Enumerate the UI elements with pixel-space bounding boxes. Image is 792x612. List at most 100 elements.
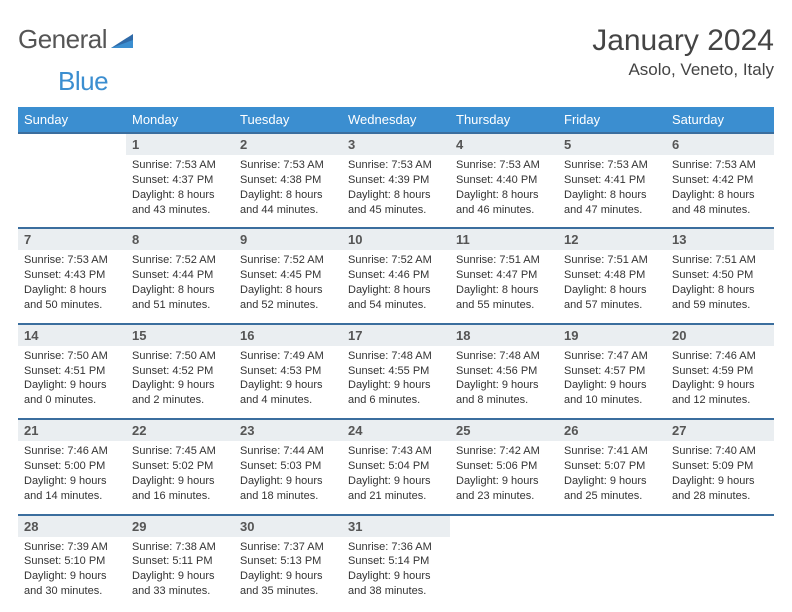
daylight-line1: Daylight: 9 hours <box>564 474 660 489</box>
daylight-line2: and 47 minutes. <box>564 203 660 218</box>
daylight-line1: Daylight: 9 hours <box>564 378 660 393</box>
daylight-line1: Daylight: 9 hours <box>132 569 228 584</box>
sunset-text: Sunset: 4:59 PM <box>672 364 768 379</box>
day-number: 8 <box>132 232 228 247</box>
daylight-line2: and 38 minutes. <box>348 584 444 599</box>
sunrise-text: Sunrise: 7:52 AM <box>348 253 444 268</box>
day-content-cell: Sunrise: 7:52 AMSunset: 4:46 PMDaylight:… <box>342 250 450 323</box>
sunset-text: Sunset: 5:10 PM <box>24 554 120 569</box>
day-number: 5 <box>564 137 660 152</box>
day-content-cell <box>450 537 558 609</box>
weekday-header: Sunday <box>18 107 126 133</box>
daylight-line1: Daylight: 8 hours <box>456 283 552 298</box>
sunrise-text: Sunrise: 7:52 AM <box>240 253 336 268</box>
daylight-line2: and 4 minutes. <box>240 393 336 408</box>
day-content-cell: Sunrise: 7:51 AMSunset: 4:48 PMDaylight:… <box>558 250 666 323</box>
logo-triangle-icon <box>111 30 133 53</box>
daylight-line2: and 25 minutes. <box>564 489 660 504</box>
sunrise-text: Sunrise: 7:46 AM <box>24 444 120 459</box>
day-number-cell: 8 <box>126 228 234 250</box>
day-content-cell <box>666 537 774 609</box>
daylight-line1: Daylight: 9 hours <box>132 474 228 489</box>
weekday-header: Tuesday <box>234 107 342 133</box>
day-number-cell: 10 <box>342 228 450 250</box>
sunset-text: Sunset: 4:47 PM <box>456 268 552 283</box>
day-number-cell: 26 <box>558 419 666 441</box>
daylight-line2: and 57 minutes. <box>564 298 660 313</box>
daylight-line2: and 6 minutes. <box>348 393 444 408</box>
daylight-line1: Daylight: 8 hours <box>348 188 444 203</box>
weekday-header-row: Sunday Monday Tuesday Wednesday Thursday… <box>18 107 774 133</box>
day-number-cell: 17 <box>342 324 450 346</box>
daylight-line1: Daylight: 9 hours <box>24 569 120 584</box>
daylight-line2: and 43 minutes. <box>132 203 228 218</box>
day-content-cell <box>558 537 666 609</box>
day-number: 20 <box>672 328 768 343</box>
sunset-text: Sunset: 4:42 PM <box>672 173 768 188</box>
day-content-cell: Sunrise: 7:42 AMSunset: 5:06 PMDaylight:… <box>450 441 558 514</box>
daylight-line1: Daylight: 8 hours <box>672 283 768 298</box>
daylight-line2: and 21 minutes. <box>348 489 444 504</box>
day-number-cell: 1 <box>126 133 234 155</box>
day-content-cell: Sunrise: 7:53 AMSunset: 4:37 PMDaylight:… <box>126 155 234 228</box>
daylight-line2: and 52 minutes. <box>240 298 336 313</box>
sunrise-text: Sunrise: 7:39 AM <box>24 540 120 555</box>
sunset-text: Sunset: 4:48 PM <box>564 268 660 283</box>
sunrise-text: Sunrise: 7:46 AM <box>672 349 768 364</box>
day-content-cell: Sunrise: 7:53 AMSunset: 4:43 PMDaylight:… <box>18 250 126 323</box>
daylight-line1: Daylight: 8 hours <box>24 283 120 298</box>
sunset-text: Sunset: 4:44 PM <box>132 268 228 283</box>
sunrise-text: Sunrise: 7:53 AM <box>564 158 660 173</box>
day-number-cell: 21 <box>18 419 126 441</box>
location: Asolo, Veneto, Italy <box>592 60 774 80</box>
sunrise-text: Sunrise: 7:53 AM <box>24 253 120 268</box>
sunset-text: Sunset: 4:40 PM <box>456 173 552 188</box>
daylight-line2: and 8 minutes. <box>456 393 552 408</box>
day-number: 6 <box>672 137 768 152</box>
daylight-line1: Daylight: 8 hours <box>564 283 660 298</box>
weekday-header: Saturday <box>666 107 774 133</box>
day-content-cell <box>18 155 126 228</box>
day-number: 31 <box>348 519 444 534</box>
day-number-cell: 4 <box>450 133 558 155</box>
day-number-cell: 31 <box>342 515 450 537</box>
month-title: January 2024 <box>592 24 774 58</box>
daylight-line2: and 23 minutes. <box>456 489 552 504</box>
day-content-cell: Sunrise: 7:37 AMSunset: 5:13 PMDaylight:… <box>234 537 342 609</box>
day-number: 14 <box>24 328 120 343</box>
sunset-text: Sunset: 5:03 PM <box>240 459 336 474</box>
daylight-line1: Daylight: 9 hours <box>24 474 120 489</box>
day-number: 29 <box>132 519 228 534</box>
day-number: 23 <box>240 423 336 438</box>
day-number: 3 <box>348 137 444 152</box>
day-number: 7 <box>24 232 120 247</box>
daylight-line2: and 18 minutes. <box>240 489 336 504</box>
daynum-row: 28293031 <box>18 515 774 537</box>
sunrise-text: Sunrise: 7:53 AM <box>132 158 228 173</box>
daylight-line1: Daylight: 9 hours <box>240 569 336 584</box>
sunset-text: Sunset: 4:52 PM <box>132 364 228 379</box>
day-content-cell: Sunrise: 7:53 AMSunset: 4:41 PMDaylight:… <box>558 155 666 228</box>
day-content-cell: Sunrise: 7:39 AMSunset: 5:10 PMDaylight:… <box>18 537 126 609</box>
day-content-cell: Sunrise: 7:36 AMSunset: 5:14 PMDaylight:… <box>342 537 450 609</box>
sunrise-text: Sunrise: 7:53 AM <box>672 158 768 173</box>
day-number: 1 <box>132 137 228 152</box>
daylight-line1: Daylight: 9 hours <box>24 378 120 393</box>
content-row: Sunrise: 7:53 AMSunset: 4:43 PMDaylight:… <box>18 250 774 323</box>
daylight-line2: and 0 minutes. <box>24 393 120 408</box>
day-number-cell <box>18 133 126 155</box>
sunset-text: Sunset: 4:41 PM <box>564 173 660 188</box>
day-number-cell: 25 <box>450 419 558 441</box>
sunrise-text: Sunrise: 7:51 AM <box>456 253 552 268</box>
daylight-line1: Daylight: 8 hours <box>456 188 552 203</box>
daylight-line2: and 12 minutes. <box>672 393 768 408</box>
sunrise-text: Sunrise: 7:53 AM <box>240 158 336 173</box>
day-content-cell: Sunrise: 7:53 AMSunset: 4:40 PMDaylight:… <box>450 155 558 228</box>
daylight-line2: and 50 minutes. <box>24 298 120 313</box>
weekday-header: Thursday <box>450 107 558 133</box>
sunrise-text: Sunrise: 7:52 AM <box>132 253 228 268</box>
daylight-line1: Daylight: 8 hours <box>132 283 228 298</box>
sunrise-text: Sunrise: 7:50 AM <box>24 349 120 364</box>
day-number-cell: 15 <box>126 324 234 346</box>
sunrise-text: Sunrise: 7:47 AM <box>564 349 660 364</box>
